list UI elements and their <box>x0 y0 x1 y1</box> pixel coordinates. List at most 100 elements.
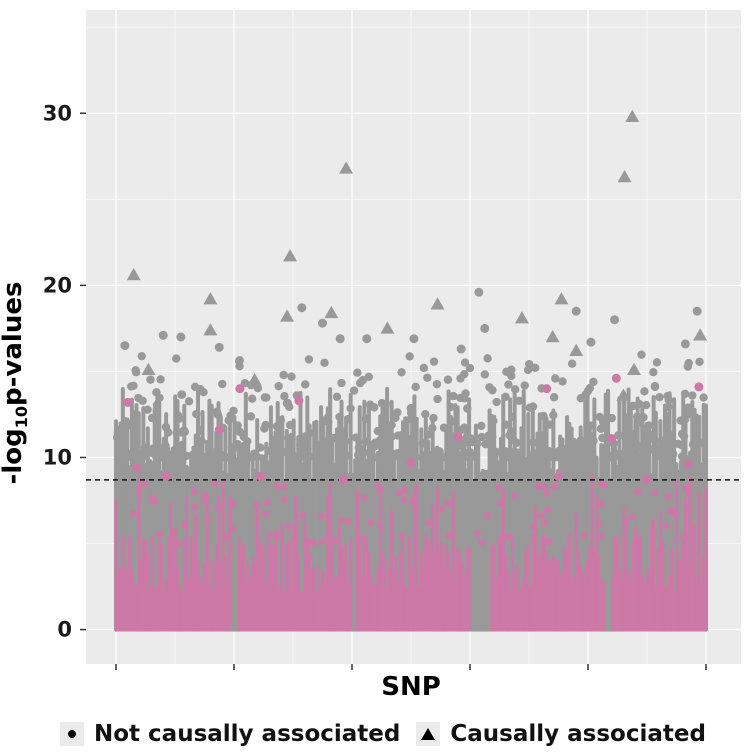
snp-point <box>177 390 186 399</box>
snp-point <box>271 448 281 457</box>
snp-point <box>640 387 649 396</box>
snp-point <box>632 412 642 421</box>
snp-point <box>305 428 315 438</box>
snp-point <box>448 450 458 459</box>
snp-outlier-point <box>214 342 224 352</box>
snp-point <box>664 402 673 412</box>
snp-point <box>172 428 182 438</box>
snp-point <box>508 412 517 422</box>
causal-highlight-point <box>294 396 304 406</box>
snp-point <box>506 427 516 436</box>
circle-marker-icon <box>68 730 76 738</box>
snp-point <box>489 416 498 426</box>
snp-point <box>639 413 648 422</box>
y-tick-label: 20 <box>43 273 72 297</box>
snp-point <box>506 452 515 462</box>
snp-point <box>264 446 273 455</box>
snp-point <box>651 436 660 445</box>
snp-point <box>400 435 409 444</box>
snp-point <box>161 441 170 450</box>
snp-point <box>274 381 283 391</box>
snp-point <box>353 368 362 377</box>
snp-point <box>179 426 189 435</box>
snp-point <box>250 449 259 458</box>
snp-point <box>175 414 184 423</box>
causal-point <box>408 497 417 505</box>
snp-point <box>351 433 361 442</box>
causal-triangle-point <box>283 249 298 262</box>
causal-point <box>580 531 589 539</box>
snp-outlier-point <box>571 306 581 316</box>
snp-point <box>510 385 520 394</box>
causal-triangle-point <box>569 343 584 357</box>
causal-triangle-point <box>141 362 156 375</box>
snp-point <box>586 450 596 460</box>
snp-point <box>324 417 333 426</box>
snp-point <box>549 410 558 420</box>
snp-point <box>545 420 555 429</box>
snp-point <box>589 377 598 387</box>
snp-point <box>400 448 409 458</box>
causal-triangle-point <box>625 109 640 122</box>
snp-point <box>676 416 685 425</box>
causal-point <box>228 500 237 508</box>
snp-point <box>423 373 432 382</box>
causal-point <box>253 501 261 509</box>
causal-point <box>345 517 353 526</box>
snp-point <box>273 429 282 439</box>
legend-label-not-causal: Not causally associated <box>94 721 401 747</box>
snp-point <box>435 447 444 456</box>
causal-point <box>261 510 269 518</box>
snp-point <box>631 453 641 462</box>
snp-point <box>330 433 339 443</box>
snp-point <box>562 446 571 455</box>
causal-triangle-point <box>380 321 395 334</box>
snp-point <box>428 423 437 433</box>
snp-point <box>161 422 171 432</box>
snp-point <box>129 381 138 390</box>
snp-point <box>246 412 256 421</box>
snp-point <box>576 394 586 403</box>
snp-point <box>140 443 149 452</box>
causal-point <box>141 480 149 488</box>
snp-point <box>201 452 210 462</box>
snp-point <box>485 436 494 445</box>
snp-outlier-point <box>158 330 168 340</box>
causal-point <box>395 489 404 497</box>
snp-point <box>549 393 559 402</box>
snp-point <box>301 380 310 389</box>
snp-point <box>387 420 396 430</box>
snp-point <box>535 433 544 442</box>
snp-point <box>488 386 497 395</box>
snp-point <box>392 449 401 458</box>
causal-point <box>376 523 385 531</box>
snp-point <box>699 393 708 402</box>
causal-point <box>545 538 553 546</box>
causal-highlight-point <box>132 463 142 473</box>
snp-point <box>199 387 208 397</box>
causal-point <box>211 479 219 488</box>
causal-point <box>190 488 199 496</box>
causal-point <box>338 517 346 525</box>
causal-point <box>445 531 453 539</box>
snp-outlier-point <box>318 318 327 328</box>
snp-point <box>235 427 245 437</box>
snp-point <box>514 396 524 406</box>
snp-point <box>465 363 475 373</box>
snp-point <box>657 436 666 445</box>
snp-outlier-point <box>120 341 130 351</box>
causal-point <box>437 505 445 514</box>
causal-point <box>650 489 659 497</box>
causal-point <box>551 482 559 490</box>
legend: Not causally associated Causally associa… <box>60 716 747 752</box>
causal-point <box>477 538 486 547</box>
causal-triangle-point <box>324 305 339 319</box>
snp-point <box>280 392 289 401</box>
causal-point <box>621 518 630 526</box>
causal-point <box>317 513 326 521</box>
snp-point <box>166 450 175 460</box>
snp-point <box>285 402 294 412</box>
causal-point <box>273 482 281 490</box>
causal-point <box>401 486 409 494</box>
snp-point <box>421 409 430 419</box>
